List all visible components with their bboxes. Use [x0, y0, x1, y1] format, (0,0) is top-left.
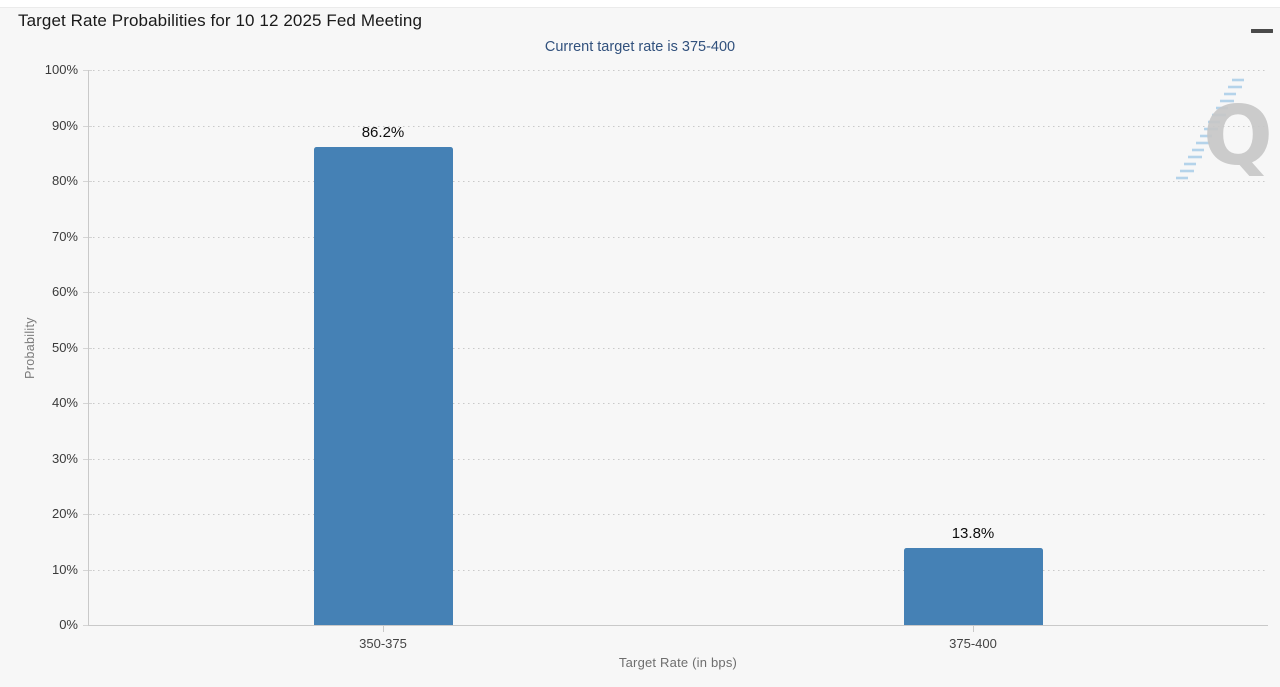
y-axis-tick [83, 403, 92, 404]
y-axis-tick-label: 70% [51, 228, 78, 244]
y-axis-tick-label: 30% [51, 450, 78, 466]
gridline-50pct [88, 347, 1268, 349]
chart-menu-button[interactable] [1236, 13, 1273, 39]
y-axis-tick-label: 90% [51, 117, 78, 133]
y-axis-tick [83, 514, 92, 515]
gridline-40pct [88, 403, 1268, 404]
y-axis-tick-label: 100% [44, 62, 78, 77]
top-divider-strip [0, 0, 1280, 8]
y-axis-tick [83, 181, 92, 182]
y-axis-tick [83, 347, 92, 349]
y-axis-tick-label: 80% [51, 173, 78, 188]
y-axis-tick-label: 0% [59, 617, 78, 632]
bar-350-375[interactable] [313, 146, 453, 625]
gridline-100pct [88, 70, 1268, 71]
bar-value-label: 86.2% [361, 123, 405, 141]
x-axis-tick-label: 350-375 [359, 636, 407, 651]
y-axis-title: Probability [23, 316, 37, 379]
x-axis-title: Target Rate (in bps) [618, 655, 738, 670]
x-axis-tick [973, 626, 974, 632]
chart-title: Target Rate Probabilities for 10 12 2025… [18, 11, 422, 30]
gridline-20pct [88, 514, 1268, 515]
y-axis-tick [83, 625, 92, 626]
y-axis-tick-label: 40% [51, 395, 78, 410]
y-axis-tick-label: 60% [51, 284, 78, 299]
y-axis-tick-label: 20% [51, 506, 78, 521]
y-axis-tick [83, 70, 92, 71]
y-axis-tick [83, 292, 92, 293]
gridline-60pct [88, 292, 1268, 293]
gridline-90pct [88, 125, 1268, 127]
bar-375-400[interactable] [903, 548, 1043, 625]
svg-text:Q: Q [1203, 89, 1273, 184]
x-axis-line [88, 625, 1268, 626]
gridline-70pct [88, 236, 1268, 238]
y-axis-tick [83, 458, 92, 460]
y-axis-tick-label: 50% [51, 339, 78, 355]
y-axis-tick [83, 236, 92, 238]
y-axis-tick [83, 125, 92, 127]
x-axis-tick [383, 626, 384, 632]
gridline-80pct [88, 181, 1268, 182]
gridline-10pct [88, 569, 1268, 571]
y-axis-tick-label: 10% [51, 561, 78, 577]
chart-subtitle: Current target rate is 375-400 [544, 39, 736, 55]
x-axis-tick-label: 375-400 [949, 636, 997, 651]
gridline-30pct [88, 458, 1268, 460]
y-axis-line [88, 70, 89, 625]
y-axis-tick [83, 569, 92, 571]
bar-value-label: 13.8% [951, 525, 995, 543]
